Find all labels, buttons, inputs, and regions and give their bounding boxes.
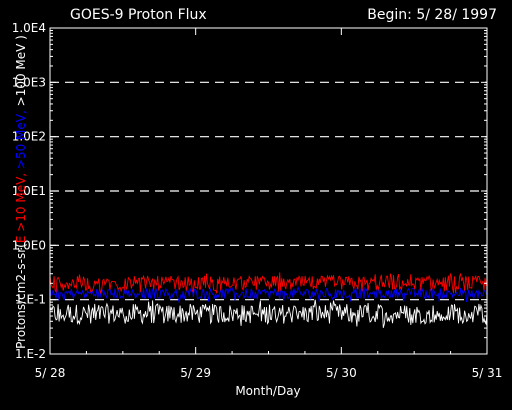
x-axis-ticks: 5/ 28 5/ 29 5/ 30 5/ 31 [35,28,503,380]
y-axis-label-part: >100 MeV ) [14,35,28,106]
series-layer [49,272,488,328]
series-line [49,299,488,328]
y-axis-ticks: 1.E-2 1.E-1 1.0E0 1.0E1 1.0E2 1.0E3 1.0E4 [12,21,487,361]
y-axis-label-part: Protons/cm2-s-sr( [14,243,28,349]
y-tick-label: 1.0E3 [12,75,46,89]
x-tick-label: 5/ 28 [35,366,66,380]
y-tick-label: 1.0E1 [12,184,46,198]
x-tick-label: 5/ 31 [472,366,503,380]
y-tick-label: 1.0E4 [12,21,46,35]
series-line [49,285,488,304]
y-tick-label: 1.0E0 [12,238,46,252]
chart-subtitle: Begin: 5/ 28/ 1997 [367,7,497,23]
grid-lines [50,81,487,301]
x-tick-label: 5/ 30 [326,366,357,380]
y-axis-label: Protons/cm2-s-sr(E >10 MeV, >50 MeV, >10… [14,35,28,349]
y-tick-label: 1.E-2 [15,347,46,361]
y-tick-label: 1.0E2 [12,130,46,144]
x-tick-label: 5/ 29 [180,366,211,380]
y-axis-label-part: >50 MeV, [14,106,28,169]
x-axis-label: Month/Day [235,384,300,398]
chart-title: GOES-9 Proton Flux [70,7,207,23]
y-tick-label: 1.E-1 [15,293,46,307]
y-axis-label-part: E >10 MeV, [14,169,28,243]
series-line [49,272,488,294]
